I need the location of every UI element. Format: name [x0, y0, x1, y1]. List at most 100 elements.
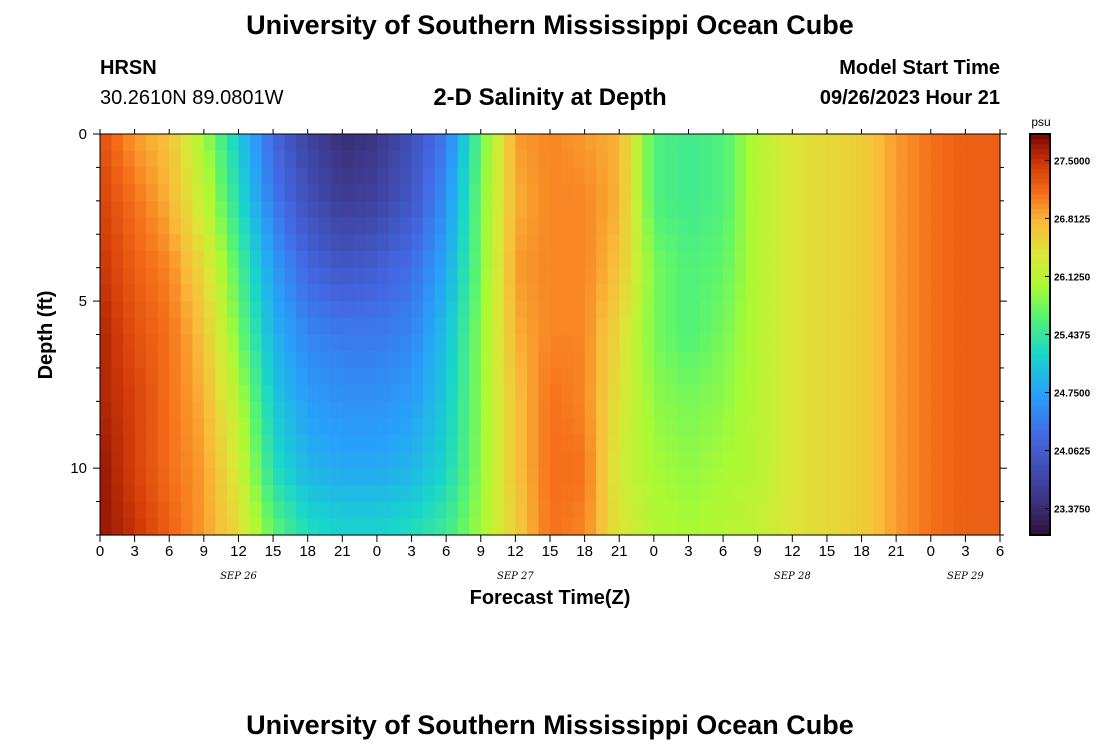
heatmap-cell	[884, 384, 897, 402]
heatmap-cell	[123, 234, 136, 252]
heatmap-cell	[434, 468, 447, 486]
heatmap-cell	[400, 267, 413, 285]
heatmap-cell	[896, 284, 909, 302]
heatmap-cell	[769, 317, 782, 336]
heatmap-cell	[896, 367, 909, 386]
heatmap-cell	[607, 367, 620, 386]
heatmap-cell	[215, 267, 228, 285]
heatmap-cell	[930, 167, 943, 185]
colorbar-band	[1030, 309, 1050, 316]
heatmap-cell	[342, 267, 355, 285]
heatmap-cell	[607, 451, 620, 469]
heatmap-cell	[642, 134, 655, 152]
heatmap-cell	[619, 384, 632, 402]
heatmap-cell	[296, 501, 309, 519]
heatmap-cell	[815, 267, 828, 285]
heatmap-cell	[884, 250, 897, 269]
heatmap-cell	[769, 167, 782, 185]
heatmap-cell	[319, 351, 332, 369]
heatmap-cell	[826, 351, 840, 369]
heatmap-cell	[284, 501, 297, 519]
heatmap-cell	[376, 200, 390, 219]
heatmap-cell	[919, 217, 932, 235]
heatmap-cell	[688, 284, 701, 302]
heatmap-cell	[146, 234, 159, 252]
heatmap-cell	[111, 501, 124, 519]
heatmap-cell	[480, 250, 493, 269]
heatmap-cell	[826, 250, 840, 269]
heatmap-cell	[734, 301, 747, 319]
heatmap-cell	[376, 501, 390, 519]
heatmap-cell	[976, 184, 990, 202]
heatmap-cell	[976, 401, 990, 419]
heatmap-cell	[515, 367, 528, 386]
heatmap-cell	[746, 451, 759, 469]
colorbar-tick-label: 26.8125	[1054, 214, 1091, 225]
x-tick-label: 21	[888, 543, 905, 560]
heatmap-cell	[457, 334, 470, 352]
heatmap-cell	[388, 184, 401, 202]
heatmap-cell	[238, 301, 251, 319]
heatmap-cell	[653, 484, 666, 503]
heatmap-cell	[307, 451, 320, 469]
heatmap-cell	[780, 234, 793, 252]
x-date-label: SEP 28	[774, 571, 811, 582]
heatmap-cell	[492, 351, 505, 369]
heatmap-cell	[238, 200, 251, 219]
heatmap-cell	[261, 217, 274, 235]
colorbar-band	[1030, 354, 1050, 361]
colorbar-band	[1030, 384, 1050, 391]
heatmap-cell	[792, 401, 805, 419]
colorbar-band	[1030, 294, 1050, 301]
heatmap-cell	[353, 468, 366, 486]
heatmap-cell	[676, 434, 690, 453]
heatmap-cell	[965, 351, 978, 369]
heatmap-cell	[261, 351, 274, 369]
heatmap-cell	[134, 134, 147, 152]
colorbar-unit-label: psu	[1031, 115, 1050, 129]
heatmap-cell	[780, 367, 793, 386]
heatmap-cell	[100, 250, 113, 269]
heatmap-cell	[596, 418, 609, 436]
heatmap-cell	[861, 200, 874, 219]
heatmap-cell	[619, 267, 632, 285]
heatmap-cell	[100, 468, 113, 486]
heatmap-cell	[780, 150, 793, 169]
heatmap-cell	[238, 217, 251, 235]
heatmap-cell	[665, 284, 678, 302]
heatmap-cell	[157, 234, 170, 252]
colorbar-band	[1030, 339, 1050, 346]
heatmap-cell	[457, 284, 470, 302]
heatmap-cell	[573, 401, 586, 419]
heatmap-cell	[550, 367, 563, 386]
heatmap-cell	[203, 267, 216, 285]
heatmap-cell	[250, 217, 263, 235]
heatmap-cell	[550, 518, 563, 536]
heatmap-cell	[665, 418, 678, 436]
heatmap-cell	[157, 317, 170, 336]
heatmap-cell	[757, 217, 770, 235]
heatmap-cell	[423, 284, 436, 302]
heatmap-cell	[457, 351, 470, 369]
heatmap-cell	[296, 468, 309, 486]
heatmap-cell	[953, 284, 966, 302]
heatmap-cell	[919, 434, 932, 453]
heatmap-cell	[573, 501, 586, 519]
colorbar-band	[1030, 304, 1050, 311]
heatmap-cell	[607, 401, 620, 419]
heatmap-cell	[930, 234, 943, 252]
heatmap-cell	[469, 267, 482, 285]
heatmap-cell	[653, 334, 666, 352]
heatmap-cell	[203, 284, 216, 302]
colorbar-tick-label: 23.3750	[1054, 505, 1091, 516]
heatmap-cell	[342, 451, 355, 469]
heatmap-cell	[342, 250, 355, 269]
heatmap-cell	[526, 384, 540, 402]
heatmap-cell	[850, 184, 863, 202]
heatmap-cell	[573, 234, 586, 252]
heatmap-cell	[815, 401, 828, 419]
heatmap-cell	[365, 518, 378, 536]
heatmap-cell	[873, 317, 886, 336]
heatmap-cell	[526, 150, 540, 169]
heatmap-cell	[273, 484, 286, 503]
